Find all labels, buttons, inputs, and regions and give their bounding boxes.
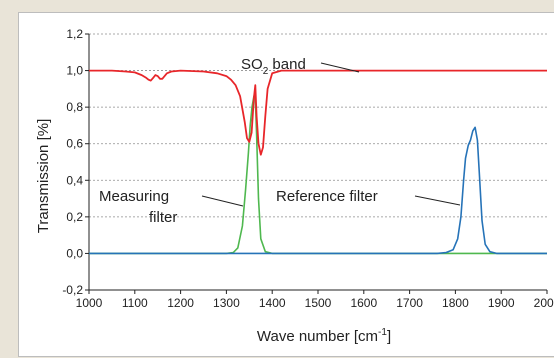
annotation-measuring-filter: filter	[149, 209, 177, 226]
series-layer	[89, 69, 547, 255]
x-tick-label-0: 1000	[76, 296, 103, 310]
y-tick-label-4: 0,6	[66, 137, 83, 151]
annotation-so2-text: SO	[241, 56, 263, 73]
x-tick-label-4: 1400	[259, 296, 286, 310]
x-tick-label-5: 1500	[305, 296, 332, 310]
annotation-so2-suffix: band	[268, 56, 306, 73]
transmission-chart: -0,2 0,0 0,2 0,4 0,6 0,8 1,0 1,2 1000 1100 1200 130…	[35, 27, 554, 345]
annotation-so2-band: SO2 band	[241, 56, 306, 77]
y-tick-label-3: 0,4	[66, 173, 83, 187]
axis-layer: -0,2 0,0 0,2 0,4 0,6 0,8 1,0 1,2 1000 1100 1200 130…	[62, 27, 554, 310]
annotation-reference-filter: Reference filter	[276, 188, 378, 205]
y-tick-label-5: 0,8	[66, 100, 83, 114]
x-tick-label-1: 1100	[122, 296, 148, 310]
x-tick-label-9: 1900	[488, 296, 515, 310]
x-tick-label-8: 1800	[442, 296, 469, 310]
x-tick-label-7: 1700	[396, 296, 423, 310]
y-tick-label-2: 0,2	[66, 210, 83, 224]
y-tick-label-7: 1,2	[66, 27, 83, 41]
annotation-layer: SO2 band Measuring filter Reference filter	[99, 56, 461, 226]
x-tick-label-10: 2000	[534, 296, 554, 310]
y-tick-label-1: 0,0	[66, 246, 83, 260]
measuring-filter-line	[89, 95, 547, 255]
reference-filter-line	[89, 126, 547, 255]
so2-band-line	[89, 69, 547, 156]
x-axis-label-main: Wave number [cm	[257, 328, 378, 345]
y-axis-label: Transmission [%]	[35, 119, 52, 233]
x-tick-label-2: 1200	[167, 296, 194, 310]
annotation-measuring: Measuring	[99, 188, 169, 205]
x-tick-label-6: 1600	[350, 296, 377, 310]
annotation-so2-subscript: 2	[263, 66, 269, 77]
annotation-reference-leader	[414, 195, 461, 206]
y-tick-label-0: -0,2	[62, 283, 83, 297]
chart-frame: -0,2 0,0 0,2 0,4 0,6 0,8 1,0 1,2 1000 1100 1200 130…	[18, 12, 554, 357]
annotation-measuring-leader	[201, 195, 244, 207]
x-axis-label-superscript: -1	[378, 327, 387, 338]
x-axis-label: Wave number [cm-1]	[257, 327, 391, 345]
y-tick-label-6: 1,0	[66, 64, 83, 78]
annotation-so2-leader	[320, 62, 360, 73]
x-axis-label-suffix: ]	[387, 328, 391, 345]
x-tick-label-3: 1300	[213, 296, 240, 310]
